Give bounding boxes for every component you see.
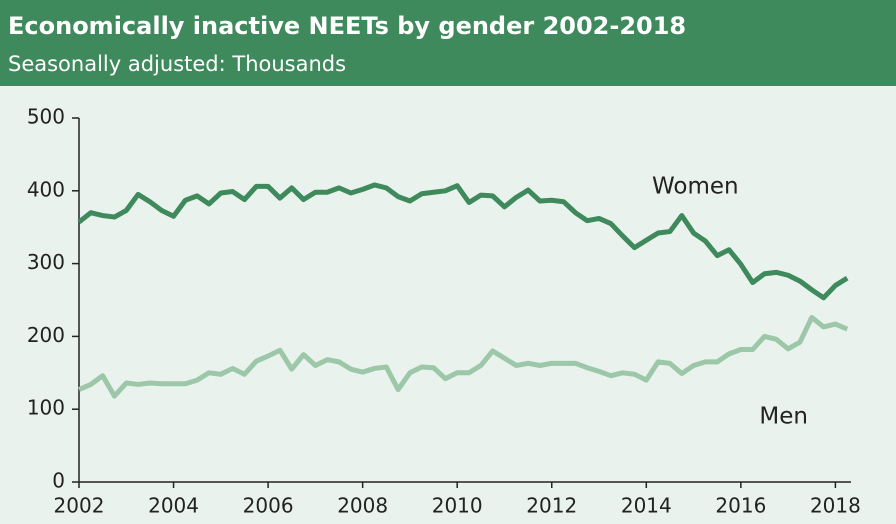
x-tick-label: 2014	[621, 494, 672, 518]
y-tick-label: 100	[27, 396, 65, 420]
series-line	[77, 182, 849, 301]
x-tick-label: 2006	[243, 494, 294, 518]
y-tick-label: 500	[27, 105, 65, 129]
x-tick-label: 2018	[810, 494, 861, 518]
series-line	[78, 314, 849, 399]
chart: 0 100 200 300 400 500 2002 2004 2006 2008 2010 2012…	[0, 86, 896, 524]
x-tick-label: 2004	[148, 494, 199, 518]
x-tick-label: 2002	[54, 494, 105, 518]
y-tick-label: 300	[27, 250, 65, 274]
y-tick-label: 200	[27, 323, 65, 347]
chart-subtitle: Seasonally adjusted: Thousands	[8, 52, 347, 76]
y-tick-label: 0	[52, 469, 65, 493]
chart-title: Economically inactive NEETs by gender 20…	[8, 12, 687, 40]
series-label: Women	[652, 174, 739, 200]
plot-background	[0, 86, 896, 524]
series-label: Men	[759, 404, 808, 430]
x-tick-label: 2010	[432, 494, 483, 518]
x-tick-label: 2008	[337, 494, 388, 518]
x-tick-label: 2012	[526, 494, 577, 518]
y-tick-label: 400	[27, 177, 65, 201]
x-tick-label: 2016	[715, 494, 766, 518]
header: Economically inactive NEETs by gender 20…	[0, 0, 896, 86]
